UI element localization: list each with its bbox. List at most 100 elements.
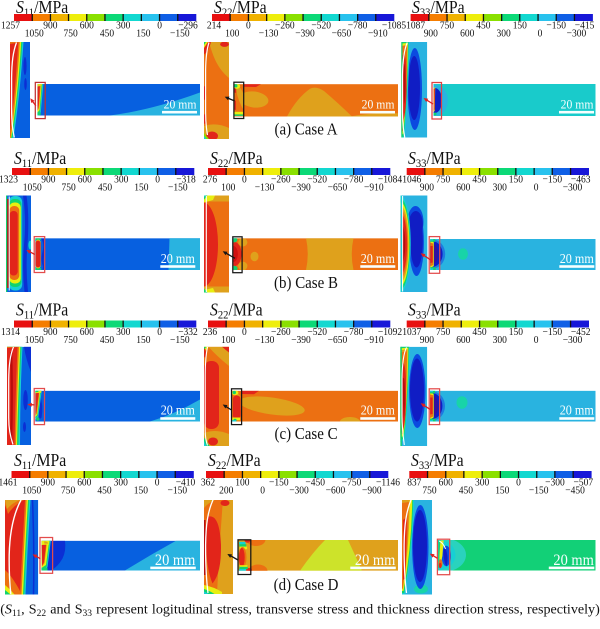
svg-text:750: 750 [436, 327, 450, 339]
svg-text:150: 150 [513, 20, 527, 32]
svg-text:362: 362 [201, 477, 215, 489]
svg-text:150: 150 [134, 182, 148, 194]
svg-text:−300: −300 [567, 28, 587, 40]
svg-text:−150: −150 [170, 335, 190, 347]
svg-text:−300: −300 [563, 182, 583, 194]
svg-text:−150: −150 [168, 485, 188, 497]
svg-text:1087: 1087 [406, 20, 425, 32]
svg-text:0: 0 [538, 28, 543, 40]
svg-text:450: 450 [98, 182, 112, 194]
svg-text:100: 100 [221, 182, 235, 194]
svg-text:750: 750 [63, 28, 77, 40]
svg-text:300: 300 [475, 477, 489, 489]
svg-text:100: 100 [221, 335, 235, 347]
svg-text:150: 150 [509, 327, 523, 339]
svg-text:300: 300 [116, 327, 130, 339]
svg-text:900: 900 [41, 174, 55, 186]
svg-text:300: 300 [493, 335, 507, 347]
svg-text:750: 750 [440, 20, 454, 32]
svg-text:1314: 1314 [1, 327, 20, 339]
svg-text:1323: 1323 [0, 174, 18, 186]
svg-text:900: 900 [43, 327, 57, 339]
svg-text:450: 450 [100, 28, 114, 40]
svg-text:600: 600 [77, 477, 91, 489]
svg-text:900: 900 [41, 477, 55, 489]
svg-text:−910: −910 [364, 335, 384, 347]
svg-text:450: 450 [459, 485, 473, 497]
svg-text:0: 0 [157, 327, 162, 339]
svg-text:1050: 1050 [22, 485, 41, 497]
svg-text:1050: 1050 [25, 335, 44, 347]
svg-text:750: 750 [63, 335, 77, 347]
svg-text:−150: −150 [543, 174, 563, 186]
svg-text:600: 600 [80, 327, 94, 339]
svg-text:450: 450 [476, 20, 490, 32]
svg-text:600: 600 [78, 174, 92, 186]
svg-text:0: 0 [534, 182, 539, 194]
svg-text:−390: −390 [291, 182, 311, 194]
svg-text:1050: 1050 [23, 182, 42, 194]
svg-text:−650: −650 [332, 28, 352, 40]
svg-text:900: 900 [420, 182, 434, 194]
svg-text:(d) Case D: (d) Case D [274, 576, 339, 594]
svg-text:(a) Case A: (a) Case A [274, 121, 338, 139]
svg-text:20 mm: 20 mm [161, 403, 195, 418]
svg-text:−650: −650 [328, 335, 348, 347]
svg-text:450: 450 [100, 335, 114, 347]
svg-text:0: 0 [155, 174, 160, 186]
svg-text:900: 900 [420, 335, 434, 347]
svg-text:0: 0 [242, 174, 247, 186]
svg-text:900: 900 [424, 28, 438, 40]
svg-text:450: 450 [97, 485, 111, 497]
svg-text:1037: 1037 [402, 327, 421, 339]
svg-text:0: 0 [516, 477, 521, 489]
svg-text:−130: −130 [259, 28, 279, 40]
svg-text:−150: −150 [168, 182, 188, 194]
svg-text:150: 150 [495, 485, 509, 497]
svg-text:−150: −150 [529, 485, 549, 497]
svg-text:600: 600 [439, 477, 453, 489]
svg-text:−150: −150 [543, 327, 563, 339]
svg-text:0: 0 [157, 20, 162, 32]
svg-text:100: 100 [235, 477, 249, 489]
svg-text:600: 600 [80, 20, 94, 32]
svg-text:−900: −900 [362, 485, 382, 497]
svg-text:750: 750 [422, 485, 436, 497]
svg-text:0: 0 [155, 477, 160, 489]
svg-text:20 mm: 20 mm [560, 252, 594, 267]
svg-text:−650: −650 [328, 182, 348, 194]
svg-text:1257: 1257 [1, 20, 20, 32]
svg-text:900: 900 [43, 20, 57, 32]
svg-text:0: 0 [260, 485, 265, 497]
svg-text:750: 750 [61, 485, 75, 497]
svg-text:0: 0 [534, 335, 539, 347]
svg-text:276: 276 [203, 174, 217, 186]
svg-text:600: 600 [456, 182, 470, 194]
svg-text:214: 214 [207, 20, 221, 32]
svg-text:1046: 1046 [402, 174, 421, 186]
svg-text:750: 750 [436, 174, 450, 186]
svg-text:300: 300 [114, 477, 128, 489]
svg-text:300: 300 [496, 28, 510, 40]
svg-text:−300: −300 [563, 335, 583, 347]
svg-text:−450: −450 [565, 485, 585, 497]
svg-text:300: 300 [493, 182, 507, 194]
svg-text:100: 100 [225, 28, 239, 40]
svg-text:20 mm: 20 mm [361, 403, 395, 418]
svg-text:(c) Case C: (c) Case C [274, 425, 337, 443]
svg-text:−910: −910 [368, 28, 388, 40]
svg-text:20 mm: 20 mm [362, 97, 395, 112]
svg-text:−150: −150 [170, 28, 190, 40]
svg-text:150: 150 [136, 335, 150, 347]
svg-text:−150: −150 [269, 477, 289, 489]
svg-text:(b) Case B: (b) Case B [274, 274, 338, 292]
svg-text:−910: −910 [364, 182, 384, 194]
svg-text:20 mm: 20 mm [164, 97, 197, 112]
svg-text:150: 150 [136, 28, 150, 40]
svg-text:837: 837 [407, 477, 421, 489]
svg-text:20 mm: 20 mm [361, 252, 395, 267]
svg-text:236: 236 [203, 327, 217, 339]
svg-text:20 mm: 20 mm [560, 403, 594, 418]
svg-text:−390: −390 [291, 335, 311, 347]
svg-text:0: 0 [242, 327, 247, 339]
